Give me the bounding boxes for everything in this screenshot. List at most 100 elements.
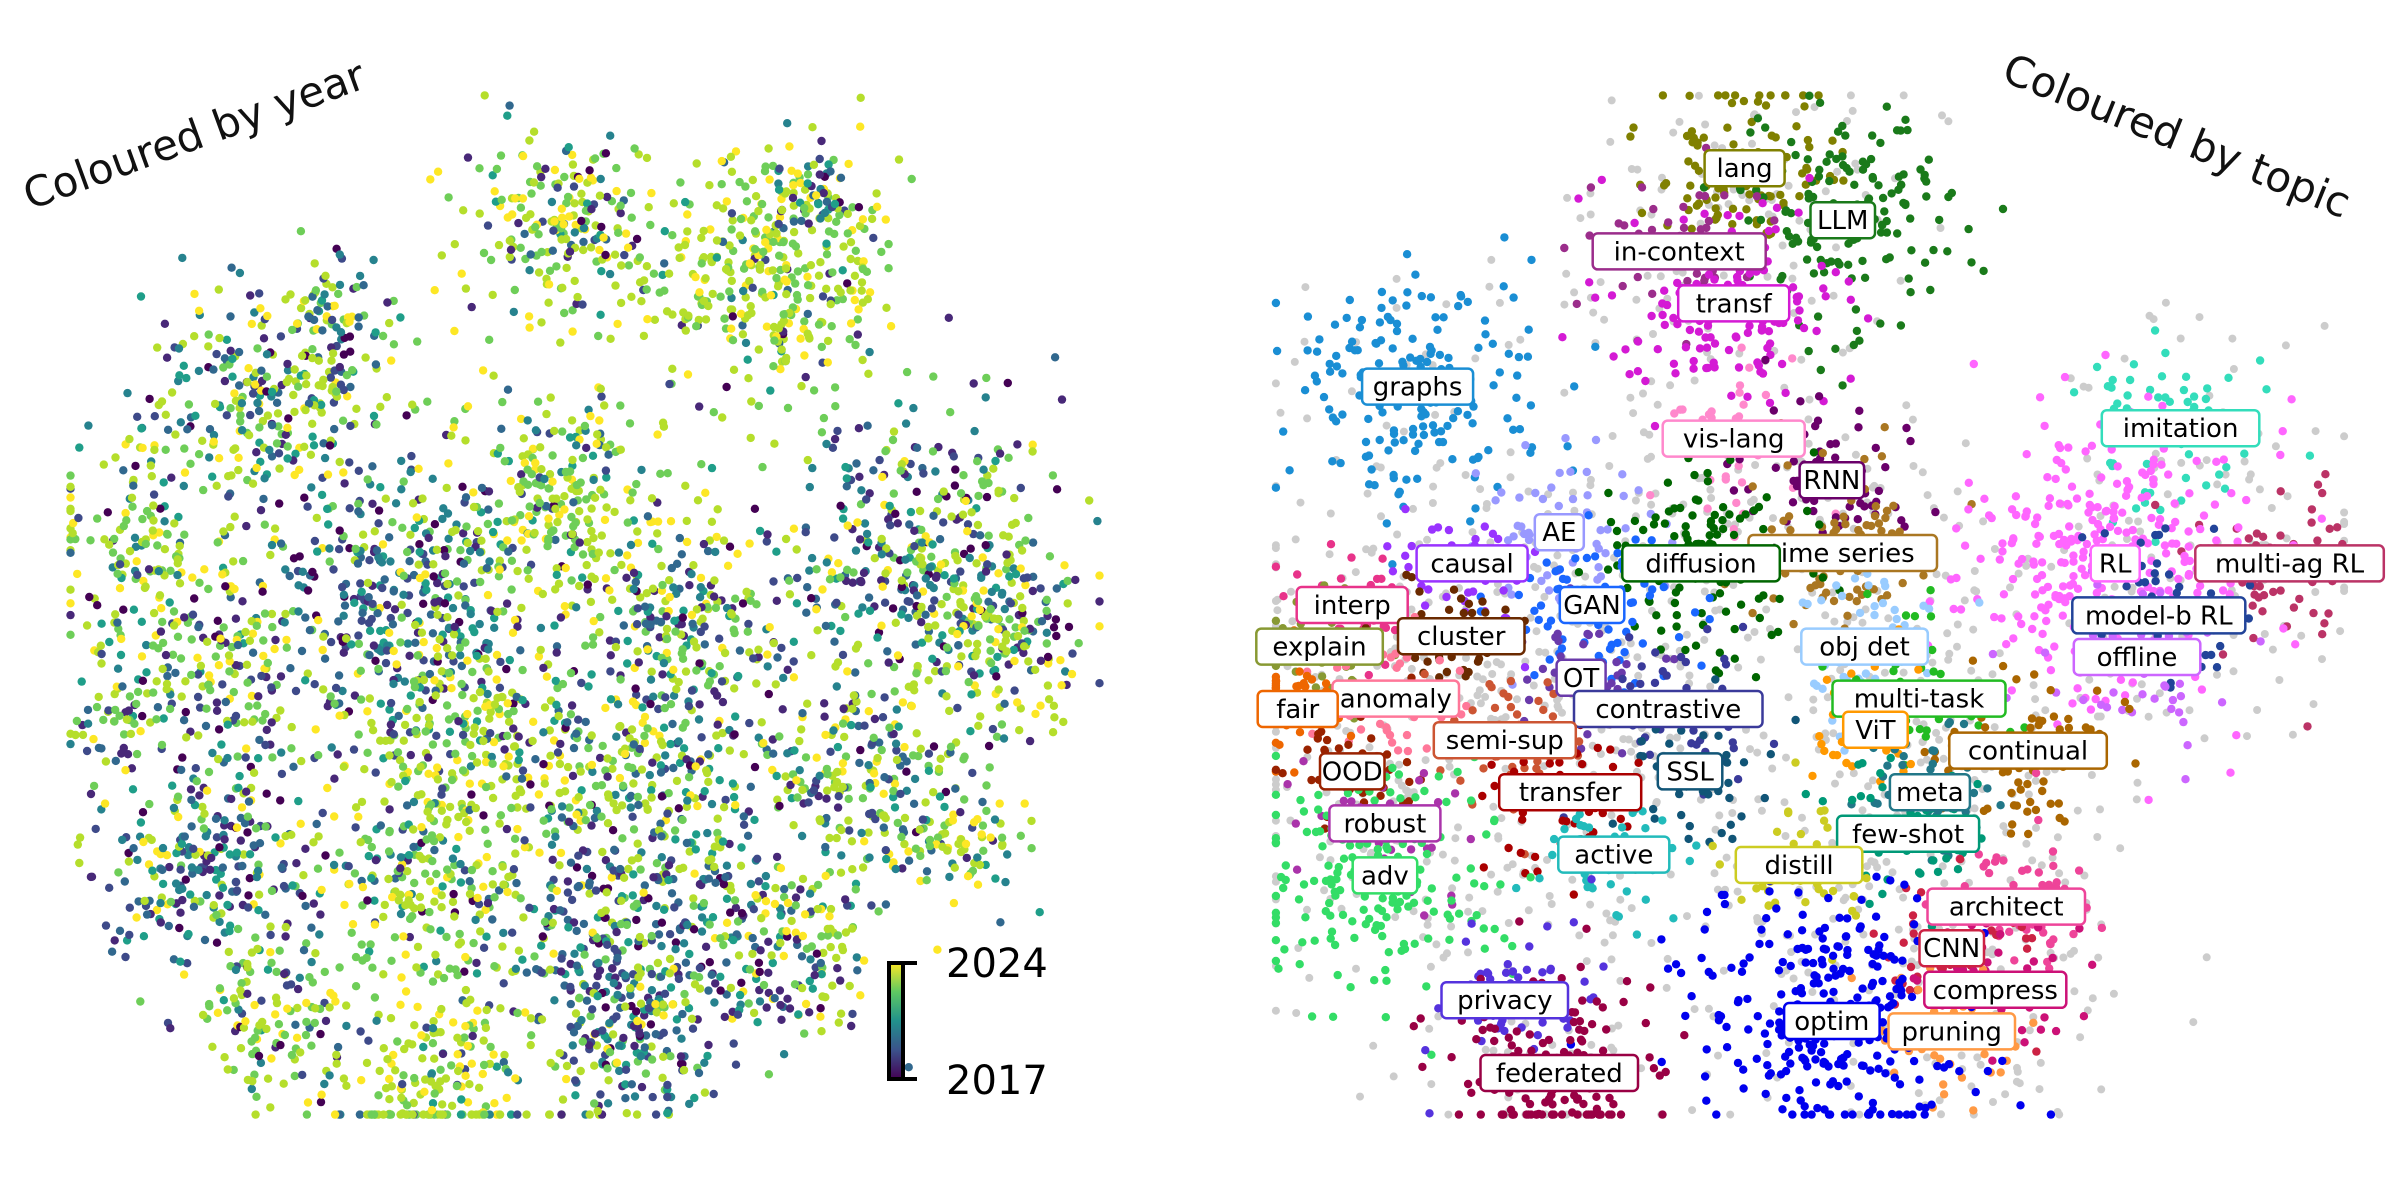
year-point-L xyxy=(715,634,724,643)
year-point-E xyxy=(407,451,416,461)
year-point-N xyxy=(126,729,136,739)
year-point-U xyxy=(596,1090,605,1099)
year-point-M xyxy=(912,669,921,678)
year-point-T xyxy=(451,965,460,974)
year-point-A xyxy=(739,264,749,273)
year-point-F xyxy=(533,397,543,406)
year-point-S xyxy=(254,1051,264,1061)
year-point-Q xyxy=(689,901,698,910)
year-point-L xyxy=(648,758,657,767)
year-point-T xyxy=(401,987,411,996)
year-point-M xyxy=(849,691,859,700)
year-point-A xyxy=(882,303,891,312)
year-point-U xyxy=(577,1015,586,1025)
year-point-Q xyxy=(663,809,672,818)
year-point-L xyxy=(779,673,788,683)
year-point-R xyxy=(805,889,815,898)
year-point-C xyxy=(334,545,344,554)
year-point-M xyxy=(848,865,857,874)
year-point-A xyxy=(745,276,754,286)
year-point-B xyxy=(599,233,608,242)
year-point-B xyxy=(558,283,567,292)
year-point-G xyxy=(587,670,596,679)
year-point-R xyxy=(729,935,738,945)
year-point-S xyxy=(325,1003,334,1012)
year-point-H xyxy=(995,449,1005,458)
year-point-K xyxy=(415,573,425,583)
year-point-D xyxy=(199,485,208,495)
year-point-O xyxy=(266,930,275,940)
year-point-L xyxy=(608,764,617,773)
year-point-C xyxy=(348,366,357,375)
year-point-M xyxy=(844,816,853,825)
year-point-A xyxy=(814,271,824,280)
year-point-F xyxy=(414,464,423,473)
year-point-C xyxy=(317,490,327,500)
year-point-K xyxy=(389,646,398,656)
year-point-A xyxy=(721,265,731,274)
year-point-K xyxy=(433,652,443,661)
year-point-G xyxy=(669,665,678,674)
year-point-D xyxy=(188,573,197,582)
year-point-X xyxy=(318,326,327,335)
year-point-C xyxy=(235,268,245,278)
year-point-C xyxy=(389,340,399,349)
year-point-K xyxy=(584,743,593,753)
year-point-A xyxy=(865,347,874,357)
year-point-P xyxy=(437,790,446,799)
year-point-I xyxy=(929,583,938,593)
year-point-H xyxy=(877,550,886,559)
year-point-H xyxy=(851,546,861,555)
year-point-H xyxy=(886,521,895,530)
year-point-R xyxy=(780,884,789,894)
year-point-O xyxy=(200,935,210,945)
year-point-Q xyxy=(716,986,725,995)
year-point-E xyxy=(449,630,459,639)
year-point-J xyxy=(204,680,213,690)
year-point-M xyxy=(829,726,838,735)
year-point-U xyxy=(647,969,656,979)
year-point-V xyxy=(789,181,798,190)
year-point-G xyxy=(772,596,781,605)
year-point-Q xyxy=(664,861,674,870)
year-point-K xyxy=(469,694,478,703)
year-point-B xyxy=(642,285,651,294)
year-point-H xyxy=(843,521,852,530)
year-point-L xyxy=(690,869,699,878)
year-point-C xyxy=(251,380,260,389)
year-point-O xyxy=(262,789,271,798)
year-point-I xyxy=(973,639,982,649)
year-point-Q xyxy=(479,943,489,952)
year-point-H xyxy=(945,706,954,716)
year-point-H xyxy=(931,467,940,476)
year-point-O xyxy=(261,740,270,750)
year-point-J xyxy=(66,739,75,749)
year-point-E xyxy=(502,664,511,674)
year-point-P xyxy=(456,878,466,887)
year-point-M xyxy=(801,753,811,762)
year-point-H xyxy=(1050,353,1060,362)
year-point-P xyxy=(426,813,435,823)
year-point-G xyxy=(703,546,713,556)
year-point-A xyxy=(863,295,872,304)
year-point-F xyxy=(463,402,473,411)
year-point-C xyxy=(256,304,265,313)
year-point-A xyxy=(727,209,737,218)
year-point-Q xyxy=(729,1039,738,1048)
year-point-A xyxy=(823,358,832,367)
year-point-R xyxy=(856,991,865,1000)
year-point-H xyxy=(894,399,903,408)
year-point-O xyxy=(175,923,184,933)
year-point-D xyxy=(162,529,172,539)
year-point-E xyxy=(350,598,359,607)
year-point-O xyxy=(227,794,236,804)
year-point-M xyxy=(921,798,930,807)
year-point-L xyxy=(678,815,687,825)
year-point-R xyxy=(757,914,766,923)
year-point-A xyxy=(725,241,734,250)
year-point-O xyxy=(162,851,172,860)
year-point-H xyxy=(1052,631,1061,641)
year-point-K xyxy=(333,750,342,759)
year-point-Q xyxy=(617,896,626,905)
year-point-K xyxy=(326,637,336,647)
